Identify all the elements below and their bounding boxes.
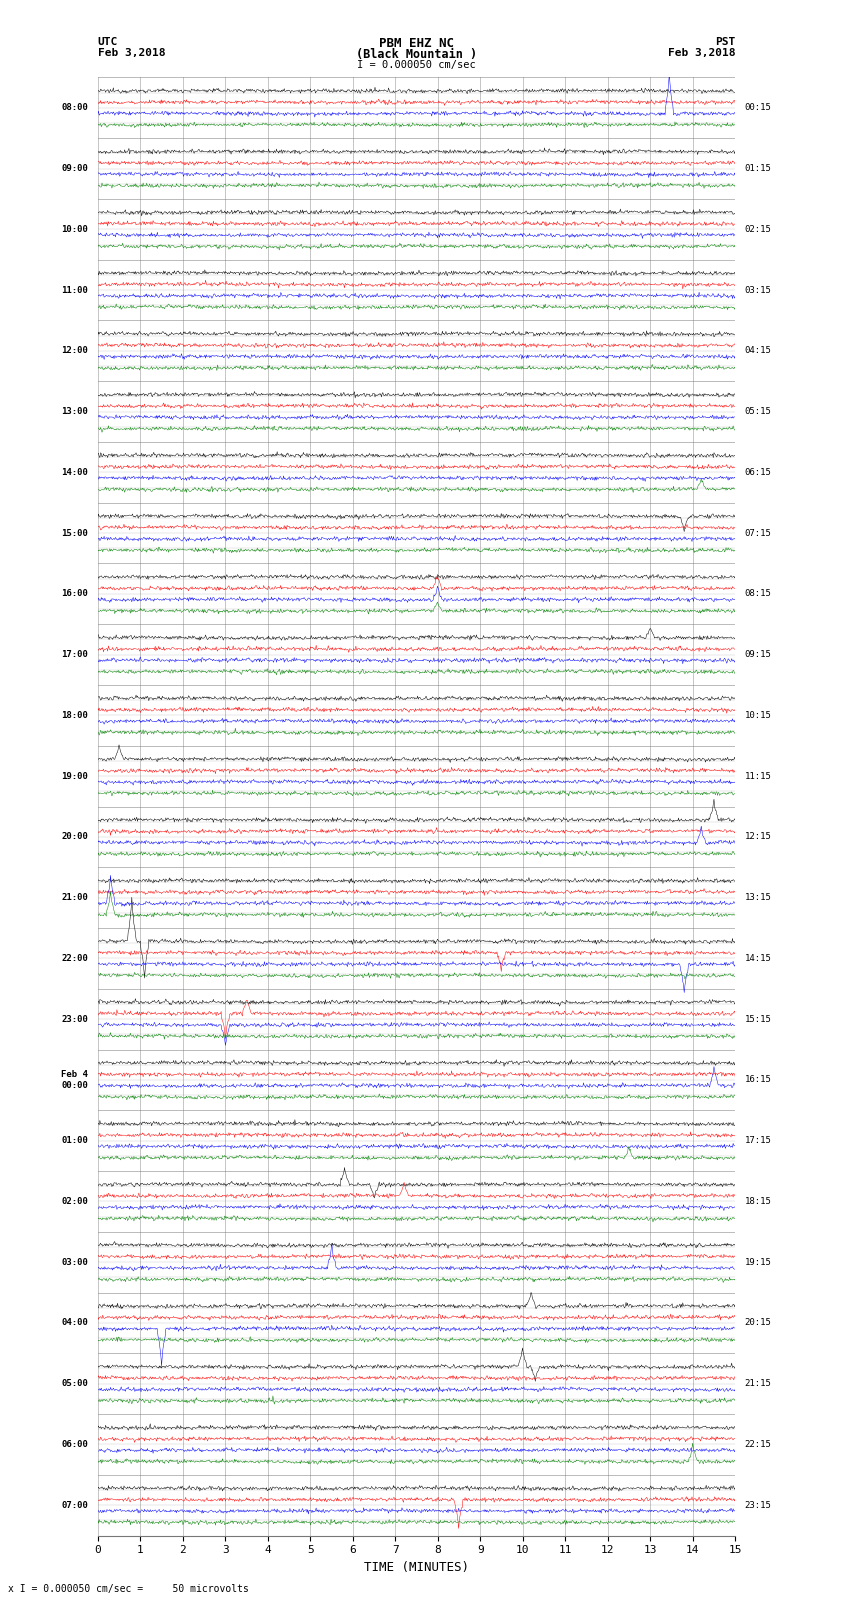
Text: 04:15: 04:15 — [745, 347, 772, 355]
Text: 09:00: 09:00 — [61, 165, 88, 173]
Text: 11:15: 11:15 — [745, 771, 772, 781]
Text: 10:15: 10:15 — [745, 711, 772, 719]
Text: 17:00: 17:00 — [61, 650, 88, 660]
Text: 06:00: 06:00 — [61, 1440, 88, 1448]
Text: PST: PST — [715, 37, 735, 47]
Text: 13:00: 13:00 — [61, 406, 88, 416]
Text: 05:00: 05:00 — [61, 1379, 88, 1389]
Text: 22:00: 22:00 — [61, 953, 88, 963]
Text: 02:15: 02:15 — [745, 224, 772, 234]
Text: 07:00: 07:00 — [61, 1500, 88, 1510]
Text: 03:00: 03:00 — [61, 1258, 88, 1266]
Text: 11:00: 11:00 — [61, 286, 88, 295]
Text: 15:15: 15:15 — [745, 1015, 772, 1024]
Text: 20:15: 20:15 — [745, 1318, 772, 1327]
Text: 18:15: 18:15 — [745, 1197, 772, 1207]
Text: 03:15: 03:15 — [745, 286, 772, 295]
Text: UTC: UTC — [98, 37, 118, 47]
Text: 21:15: 21:15 — [745, 1379, 772, 1389]
Text: 01:15: 01:15 — [745, 165, 772, 173]
Text: 13:15: 13:15 — [745, 894, 772, 902]
Text: 08:00: 08:00 — [61, 103, 88, 113]
Text: 19:00: 19:00 — [61, 771, 88, 781]
Text: 16:00: 16:00 — [61, 589, 88, 598]
Text: 20:00: 20:00 — [61, 832, 88, 842]
Text: PBM EHZ NC: PBM EHZ NC — [379, 37, 454, 50]
Text: 09:15: 09:15 — [745, 650, 772, 660]
Text: 07:15: 07:15 — [745, 529, 772, 537]
Text: 12:15: 12:15 — [745, 832, 772, 842]
Text: 01:00: 01:00 — [61, 1136, 88, 1145]
Text: Feb 4
00:00: Feb 4 00:00 — [61, 1069, 88, 1090]
Text: 10:00: 10:00 — [61, 224, 88, 234]
X-axis label: TIME (MINUTES): TIME (MINUTES) — [364, 1561, 469, 1574]
Text: 15:00: 15:00 — [61, 529, 88, 537]
Text: I = 0.000050 cm/sec: I = 0.000050 cm/sec — [357, 60, 476, 69]
Text: 19:15: 19:15 — [745, 1258, 772, 1266]
Text: Feb 3,2018: Feb 3,2018 — [98, 48, 165, 58]
Text: 22:15: 22:15 — [745, 1440, 772, 1448]
Text: 23:15: 23:15 — [745, 1500, 772, 1510]
Text: x I = 0.000050 cm/sec =     50 microvolts: x I = 0.000050 cm/sec = 50 microvolts — [8, 1584, 249, 1594]
Text: 04:00: 04:00 — [61, 1318, 88, 1327]
Text: (Black Mountain ): (Black Mountain ) — [356, 48, 477, 61]
Text: 23:00: 23:00 — [61, 1015, 88, 1024]
Text: 21:00: 21:00 — [61, 894, 88, 902]
Text: 16:15: 16:15 — [745, 1076, 772, 1084]
Text: 12:00: 12:00 — [61, 347, 88, 355]
Text: 18:00: 18:00 — [61, 711, 88, 719]
Text: 14:15: 14:15 — [745, 953, 772, 963]
Text: Feb 3,2018: Feb 3,2018 — [668, 48, 735, 58]
Text: 14:00: 14:00 — [61, 468, 88, 477]
Text: 17:15: 17:15 — [745, 1136, 772, 1145]
Text: 08:15: 08:15 — [745, 589, 772, 598]
Text: 05:15: 05:15 — [745, 406, 772, 416]
Text: 00:15: 00:15 — [745, 103, 772, 113]
Text: 02:00: 02:00 — [61, 1197, 88, 1207]
Text: 06:15: 06:15 — [745, 468, 772, 477]
